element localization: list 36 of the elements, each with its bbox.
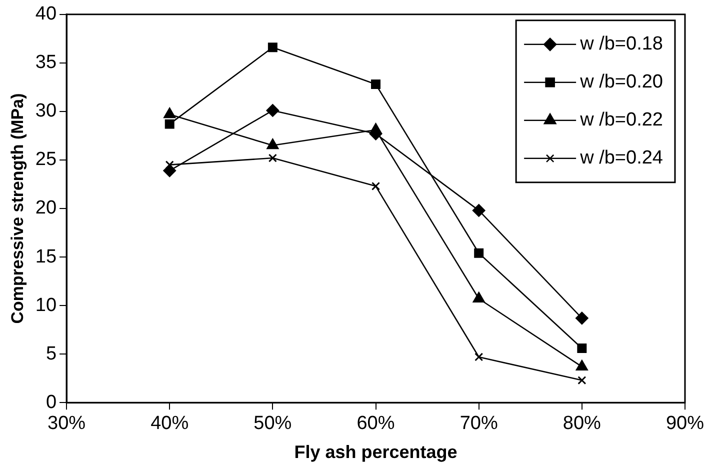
- x-tick-label: 40%: [150, 413, 189, 434]
- y-tick-label: 5: [46, 343, 57, 364]
- point: [472, 292, 485, 303]
- y-tick-label: 10: [35, 294, 57, 316]
- point: [268, 154, 277, 162]
- x-axis-title: Fly ash percentage: [294, 442, 458, 462]
- legend-label: w /b=0.18: [579, 34, 663, 55]
- point: [575, 312, 588, 325]
- x-tick-label: 90%: [666, 413, 704, 434]
- y-tick-label: 35: [35, 52, 57, 74]
- legend-label: w /b=0.24: [579, 148, 664, 169]
- y-tick-label: 25: [35, 149, 57, 170]
- x-tick-label: 30%: [48, 413, 86, 434]
- point: [474, 248, 484, 258]
- point: [371, 80, 381, 90]
- point: [164, 119, 174, 129]
- y-tick-label: 0: [46, 392, 57, 413]
- x-tick-label: 70%: [460, 413, 498, 434]
- legend-label: w /b=0.20: [579, 72, 663, 93]
- y-tick-label: 40: [35, 4, 57, 25]
- x-tick-label: 60%: [356, 413, 395, 434]
- point: [474, 352, 484, 362]
- x-tick-label: 80%: [562, 413, 602, 434]
- point: [266, 104, 280, 117]
- point: [577, 344, 587, 353]
- point: [576, 360, 588, 370]
- y-axis-title: Compressive strength (MPa): [8, 93, 27, 324]
- point: [472, 204, 486, 217]
- y-tick-label: 15: [35, 246, 57, 268]
- y-tick-label: 20: [35, 198, 57, 219]
- y-tick-label: 30: [35, 100, 57, 122]
- point: [578, 376, 586, 385]
- point: [371, 182, 380, 190]
- point: [268, 42, 278, 52]
- x-tick-label: 50%: [254, 413, 292, 434]
- legend-label: w /b=0.22: [579, 110, 663, 131]
